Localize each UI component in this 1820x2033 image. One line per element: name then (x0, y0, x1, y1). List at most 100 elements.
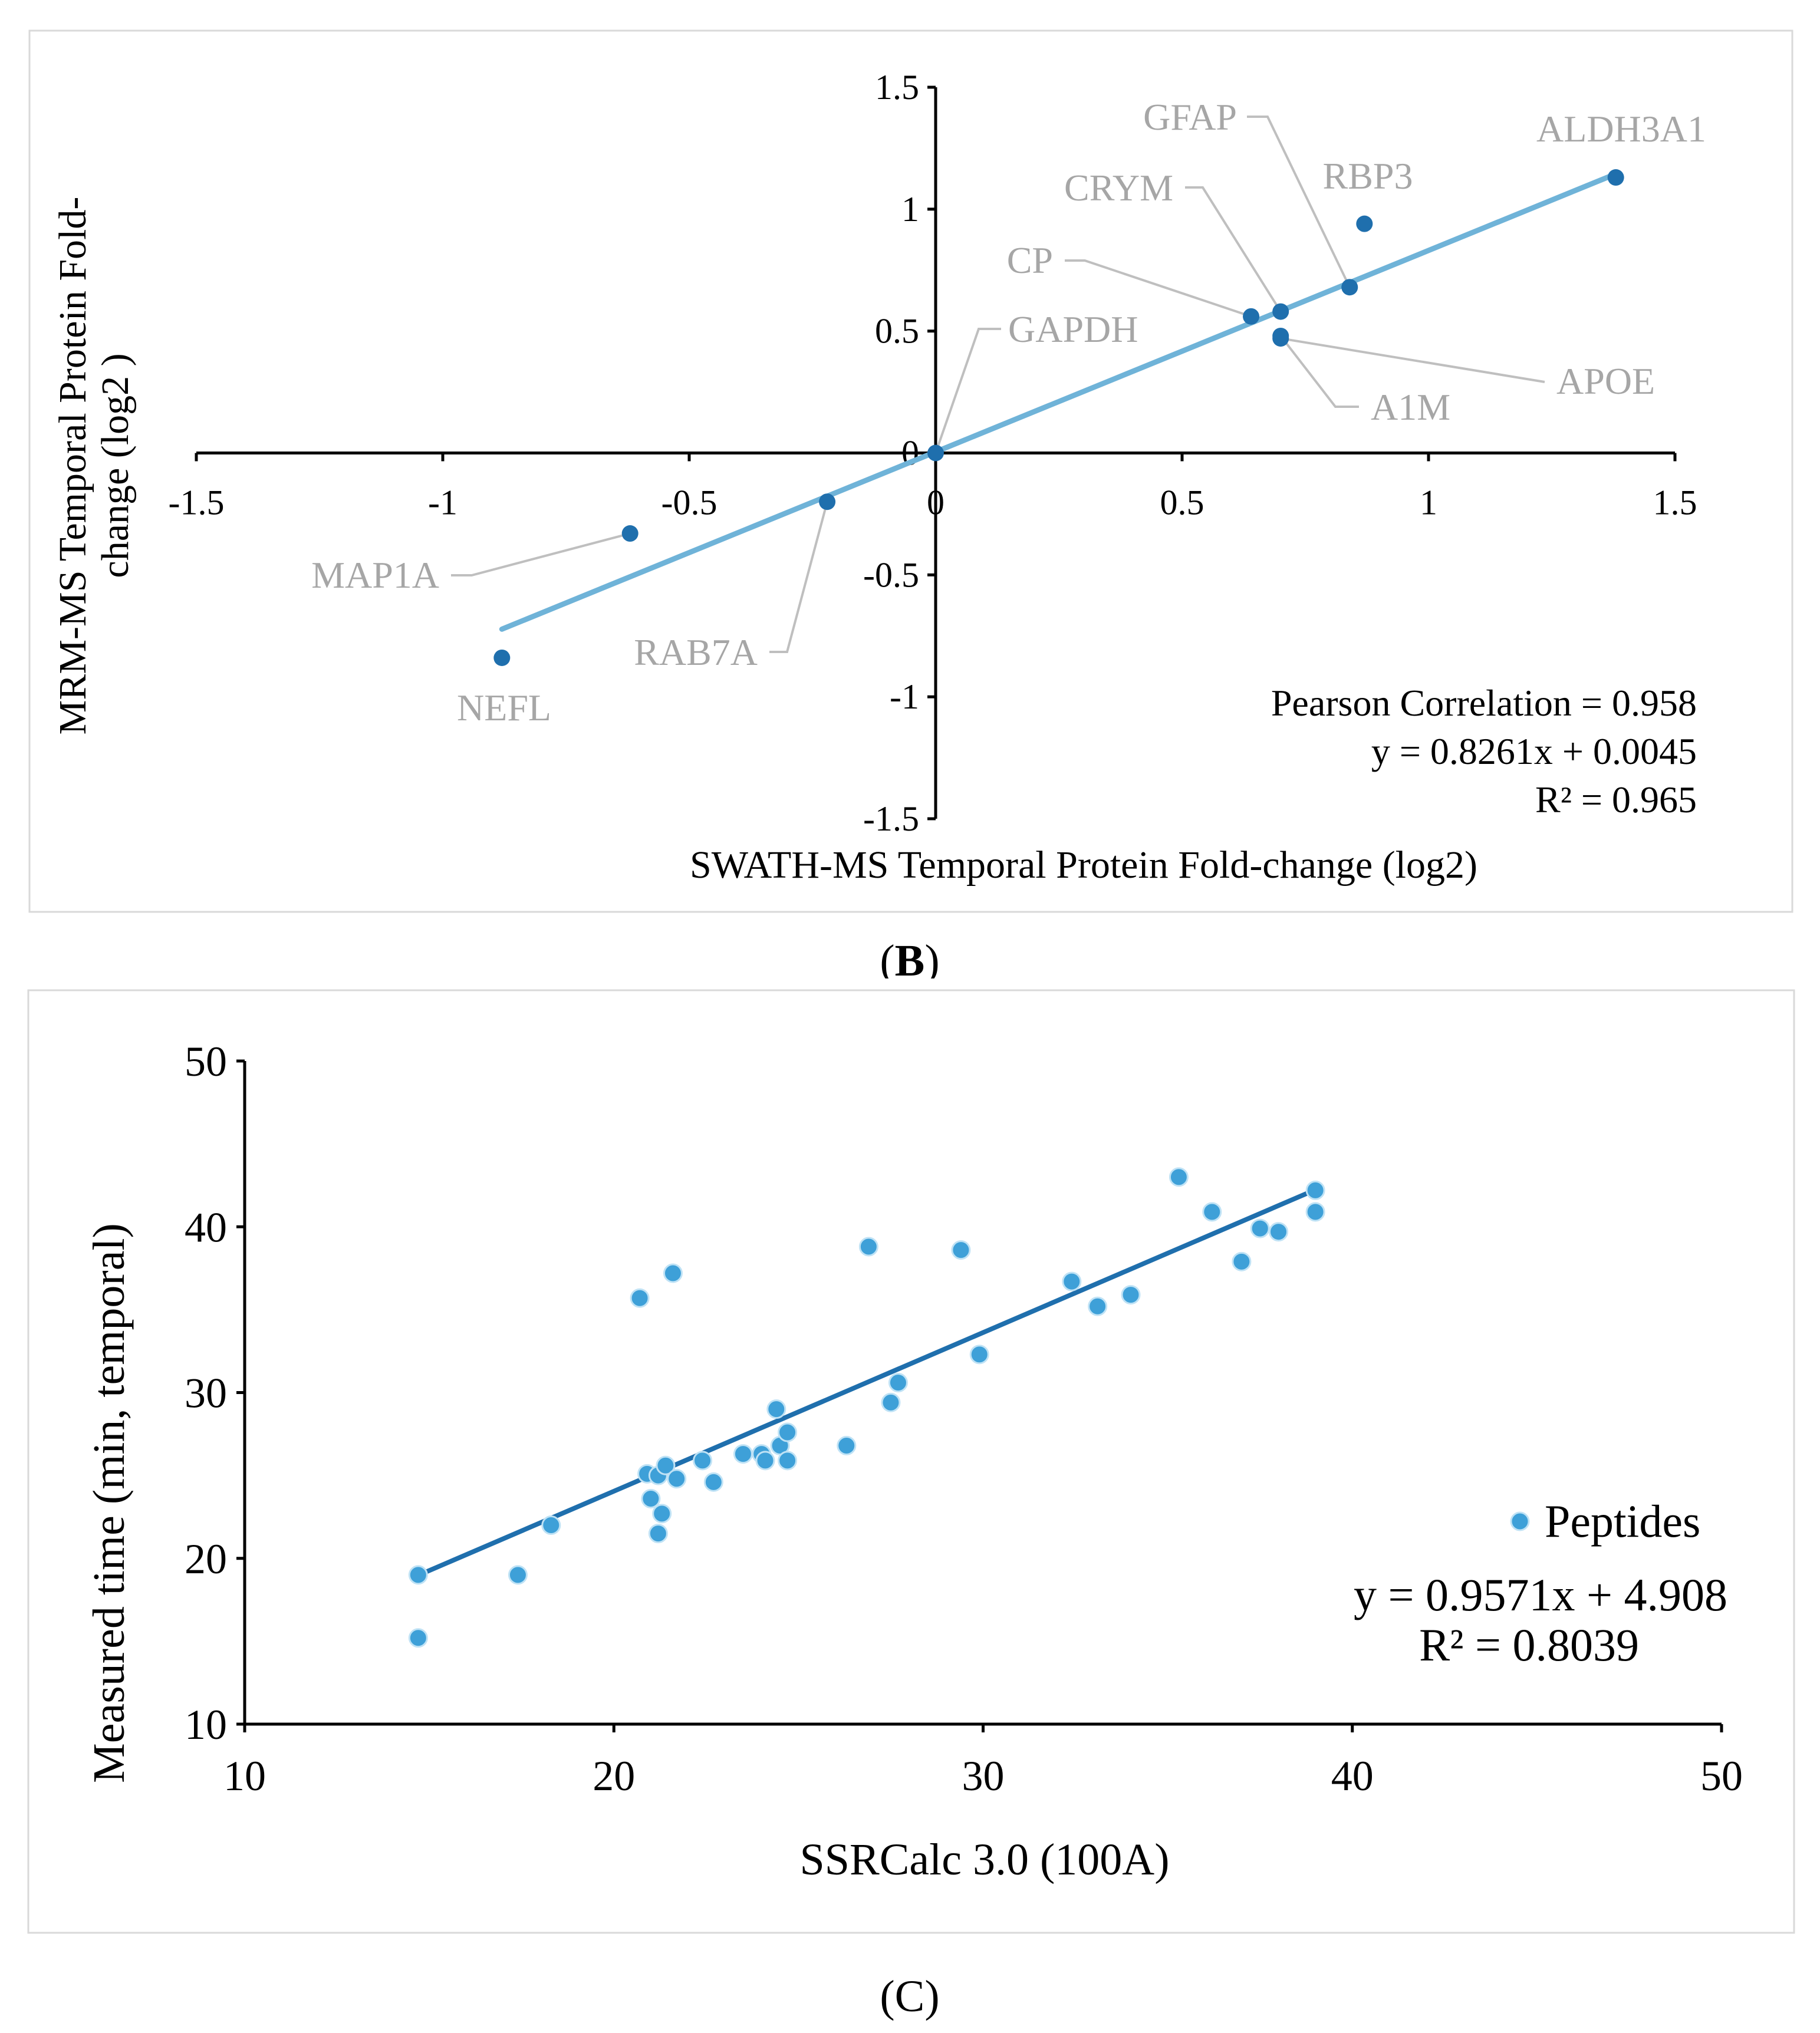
chart-b-point-label: GAPDH (1008, 308, 1138, 350)
caption-c-suffix: ) (924, 1972, 939, 2021)
chart-c-point (837, 1436, 857, 1455)
chart-c-r2-annotation: R² = 0.8039 (1419, 1619, 1639, 1670)
chart-c-point (693, 1451, 713, 1471)
chart-c-y-tick-label: 50 (185, 1038, 227, 1085)
chart-c-point (1088, 1296, 1108, 1316)
chart-c-point (1305, 1180, 1325, 1200)
chart-b-x-tick-label: -0.5 (661, 483, 718, 522)
chart-c-y-tick-label: 20 (185, 1536, 227, 1583)
chart-b-point (1243, 308, 1260, 325)
chart-c-trendline (416, 1187, 1318, 1578)
chart-c-point (755, 1451, 775, 1471)
chart-c-point (408, 1565, 428, 1585)
chart-c-point (858, 1237, 878, 1257)
caption-b: (B) (880, 936, 939, 978)
chart-c-point (508, 1565, 528, 1585)
chart-c-point (652, 1504, 672, 1524)
chart-b-leader-line (1280, 337, 1545, 383)
chart-b-points-layer (493, 169, 1624, 666)
chart-b-point (1341, 279, 1358, 296)
chart-b-point-label: APOE (1556, 360, 1655, 402)
chart-b-trendline (499, 171, 1619, 632)
chart-c-y-tick-label: 30 (185, 1370, 227, 1417)
chart-b-y-axis-label-line-2: change (log2 ) (94, 353, 137, 578)
chart-c-point (541, 1515, 561, 1535)
chart-c-point (1250, 1218, 1270, 1238)
chart-b-point-label: NEFL (457, 687, 551, 729)
chart-c-equation-annotation: y = 0.9571x + 4.908 (1354, 1569, 1727, 1620)
caption-b-suffix: ) (924, 936, 939, 978)
chart-c-point (778, 1451, 798, 1471)
chart-b-point-label: CRYM (1064, 167, 1173, 209)
chart-b-x-tick-label: 1.5 (1653, 483, 1697, 522)
chart-c-point (641, 1489, 661, 1508)
chart-c-point (1305, 1202, 1325, 1222)
chart-b-x-tick-label: 0.5 (1160, 483, 1204, 522)
chart-b-point (1356, 215, 1373, 232)
chart-c-point (703, 1472, 723, 1492)
chart-c-x-tick-label: 40 (1331, 1752, 1374, 1800)
chart-c-point (969, 1345, 989, 1365)
chart-b-point (621, 525, 639, 542)
chart-c-point (1232, 1251, 1252, 1271)
chart-b-point (819, 493, 836, 510)
chart-c-point (656, 1455, 676, 1475)
chart-c-point (648, 1524, 668, 1544)
chart-b-point-label: MAP1A (311, 554, 439, 596)
chart-c-point (663, 1263, 683, 1283)
chart-c-x-axis-label: SSRCalc 3.0 (100A) (800, 1835, 1170, 1884)
caption-c-prefix: ( (880, 1972, 894, 2021)
chart-b-fit-layer (499, 171, 1619, 632)
chart-c-point (881, 1392, 901, 1412)
chart-b-leader-line (1065, 259, 1252, 318)
chart-c-x-tick-label: 10 (223, 1752, 266, 1800)
chart-b-y-tick-label: 0.5 (875, 312, 919, 351)
chart-b-point (927, 444, 944, 462)
chart-c-point (1169, 1167, 1189, 1187)
chart-b-x-axis-label: SWATH-MS Temporal Protein Fold-change (l… (690, 843, 1477, 887)
chart-b-x-tick-label: -1.5 (169, 483, 225, 522)
chart-c-point (951, 1240, 971, 1260)
chart-c-point (1202, 1202, 1222, 1222)
chart-c-x-tick-label: 30 (962, 1752, 1005, 1800)
chart-b-y-axis-label: MRM-MS Temporal Protein Fold- change (lo… (51, 197, 137, 735)
chart-c-point (733, 1444, 753, 1464)
chart-b-y-tick-label: -1 (890, 677, 919, 716)
chart-b-leader-line (451, 532, 631, 576)
chart-b-point-label: GFAP (1143, 96, 1237, 138)
chart-c-point (408, 1628, 428, 1648)
chart-c-y-axis-label: Measured time (min, temporal) (84, 1223, 134, 1783)
chart-b-y-tick-label: 1.5 (875, 68, 919, 107)
chart-c-x-tick-label: 50 (1700, 1752, 1743, 1800)
chart-b: -1.5 -1 -0.5 0 0.5 1 1.5-1.5-1-0.500.511.5 ALD… (28, 29, 1793, 978)
chart-c-axes: 10 20 30 40 50 10 20 30 40 50 (185, 1038, 1743, 1800)
chart-c-points-layer (408, 1167, 1325, 1648)
caption-c: (C) (880, 1972, 939, 2021)
chart-b-point (1607, 169, 1624, 186)
chart-b-point-label: CP (1007, 239, 1053, 281)
chart-b-point (1272, 330, 1289, 347)
chart-c-legend-label: Peptides (1545, 1495, 1700, 1547)
chart-c-point (766, 1399, 786, 1419)
chart-c-frame (27, 989, 1795, 1934)
chart-c-x-tick-label: 20 (593, 1752, 635, 1800)
chart-b-leader-line (934, 328, 1001, 454)
chart-c-legend-marker (1510, 1511, 1530, 1531)
chart-b-y-tick-label: -0.5 (863, 555, 919, 594)
chart-b-leader-line (769, 501, 829, 653)
chart-b-pearson-annotation: Pearson Correlation = 0.958 (1271, 682, 1697, 724)
caption-b-letter: B (895, 936, 925, 978)
chart-c-point (1121, 1285, 1141, 1305)
chart-b-point-label: A1M (1371, 386, 1450, 428)
chart-b-r2-annotation: R² = 0.965 (1535, 779, 1697, 821)
chart-b-point-label: RBP3 (1323, 155, 1413, 197)
chart-b-y-tick-label: 1 (901, 190, 919, 229)
caption-c-letter: C (895, 1972, 925, 2021)
chart-b-point-labels-layer: ALDH3A1 RBP3 GFAP CRYM CP A1M APOE GAPDH RAB7A MA… (311, 96, 1706, 729)
chart-b-x-tick-label: 1 (1420, 483, 1437, 522)
chart-b-equation-annotation: y = 0.8261x + 0.0045 (1371, 730, 1697, 772)
chart-c-point (888, 1373, 908, 1393)
chart-b-y-tick-label: -1.5 (863, 799, 919, 838)
chart-b-frame (28, 29, 1793, 913)
